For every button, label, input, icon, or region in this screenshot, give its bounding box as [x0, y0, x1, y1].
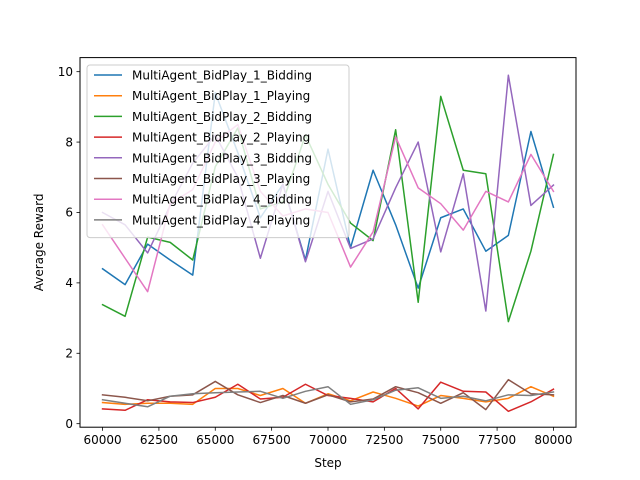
y-tick-label: 2: [65, 346, 73, 360]
x-tick-label: 77500: [478, 433, 516, 447]
legend-label-8: MultiAgent_BidPlay_4_Playing: [132, 213, 310, 227]
x-tick-label: 72500: [365, 433, 403, 447]
x-axis-label: Step: [314, 456, 341, 470]
legend-box: [86, 64, 350, 239]
y-tick-label: 10: [58, 65, 73, 79]
x-tick-label: 60000: [83, 433, 121, 447]
legend-label-3: MultiAgent_BidPlay_2_Bidding: [132, 110, 312, 124]
y-tick-label: 0: [65, 417, 73, 431]
series-line-8: [101, 385, 555, 408]
legend-label-5: MultiAgent_BidPlay_3_Bidding: [132, 151, 312, 165]
series-line-2: [101, 385, 555, 407]
y-tick-label: 8: [65, 135, 73, 149]
legend-label-1: MultiAgent_BidPlay_1_Bidding: [132, 69, 312, 83]
legend-label-2: MultiAgent_BidPlay_1_Playing: [132, 89, 310, 103]
x-tick-label: 75000: [422, 433, 460, 447]
legend: MultiAgent_BidPlay_1_Bidding MultiAgent_B…: [86, 64, 350, 239]
y-tick-label: 6: [65, 206, 73, 220]
x-tick-label: 67500: [253, 433, 291, 447]
x-tick-label: 65000: [196, 433, 234, 447]
x-axis: 60000 62500 65000 67500 70000 72500 75000 77500…: [83, 427, 573, 447]
legend-label-4: MultiAgent_BidPlay_2_Playing: [132, 131, 310, 145]
legend-label-7: MultiAgent_BidPlay_4_Bidding: [132, 193, 312, 207]
x-tick-label: 70000: [309, 433, 347, 447]
y-axis-label: Average Reward: [32, 194, 46, 292]
legend-label-6: MultiAgent_BidPlay_3_Playing: [132, 172, 310, 186]
x-tick-label: 62500: [140, 433, 178, 447]
y-tick-label: 4: [65, 276, 73, 290]
x-tick-label: 80000: [534, 433, 572, 447]
y-axis: 0 2 4 6 8 10: [58, 65, 80, 431]
